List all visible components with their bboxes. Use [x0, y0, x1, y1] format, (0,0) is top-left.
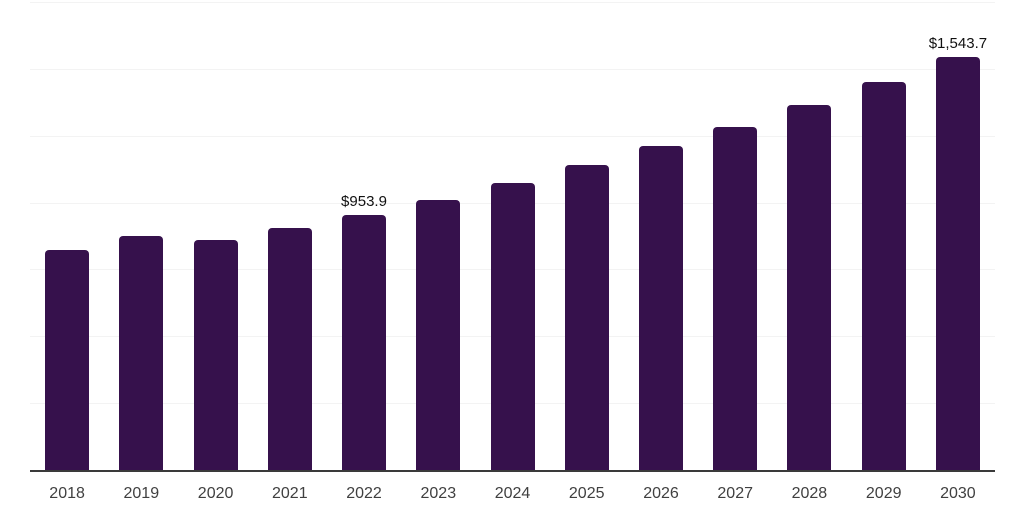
gridline-1750: [30, 2, 995, 3]
bar-2030: [935, 57, 980, 470]
gridline-1500: [30, 68, 995, 70]
bar-2025: [564, 165, 609, 470]
x-tick-2028: 2028: [791, 485, 828, 502]
x-tick-2023: 2023: [420, 485, 457, 502]
x-tick-2025: 2025: [568, 485, 605, 502]
bar-2019: [119, 236, 164, 470]
bar-2022: [342, 214, 386, 470]
x-axis-line: [30, 469, 995, 472]
bar-2026: [639, 146, 683, 470]
x-tick-2026: 2026: [643, 485, 679, 502]
x-tick-2022: 2022: [346, 485, 382, 502]
x-tick-2018: 2018: [49, 485, 85, 502]
bar-2020: [193, 240, 238, 470]
bar-2029: [861, 82, 906, 470]
x-tick-2020: 2020: [197, 485, 234, 502]
x-tick-2027: 2027: [717, 485, 753, 502]
x-tick-2024: 2024: [494, 485, 531, 502]
bar-2021: [267, 227, 312, 470]
bar-2027: [713, 127, 758, 470]
bar-2028: [787, 105, 832, 470]
bar-2023: [416, 199, 461, 470]
x-tick-2021: 2021: [272, 485, 308, 502]
x-tick-2029: 2029: [865, 485, 902, 502]
data-label-2030: $1,543.7: [928, 35, 988, 53]
x-tick-2030: 2030: [940, 485, 976, 502]
data-label-2022: $953.9: [341, 192, 387, 210]
bar-2024: [490, 183, 535, 470]
x-tick-2019: 2019: [123, 485, 160, 502]
bar-2018: [45, 249, 90, 470]
gridline-1250: [30, 135, 995, 137]
